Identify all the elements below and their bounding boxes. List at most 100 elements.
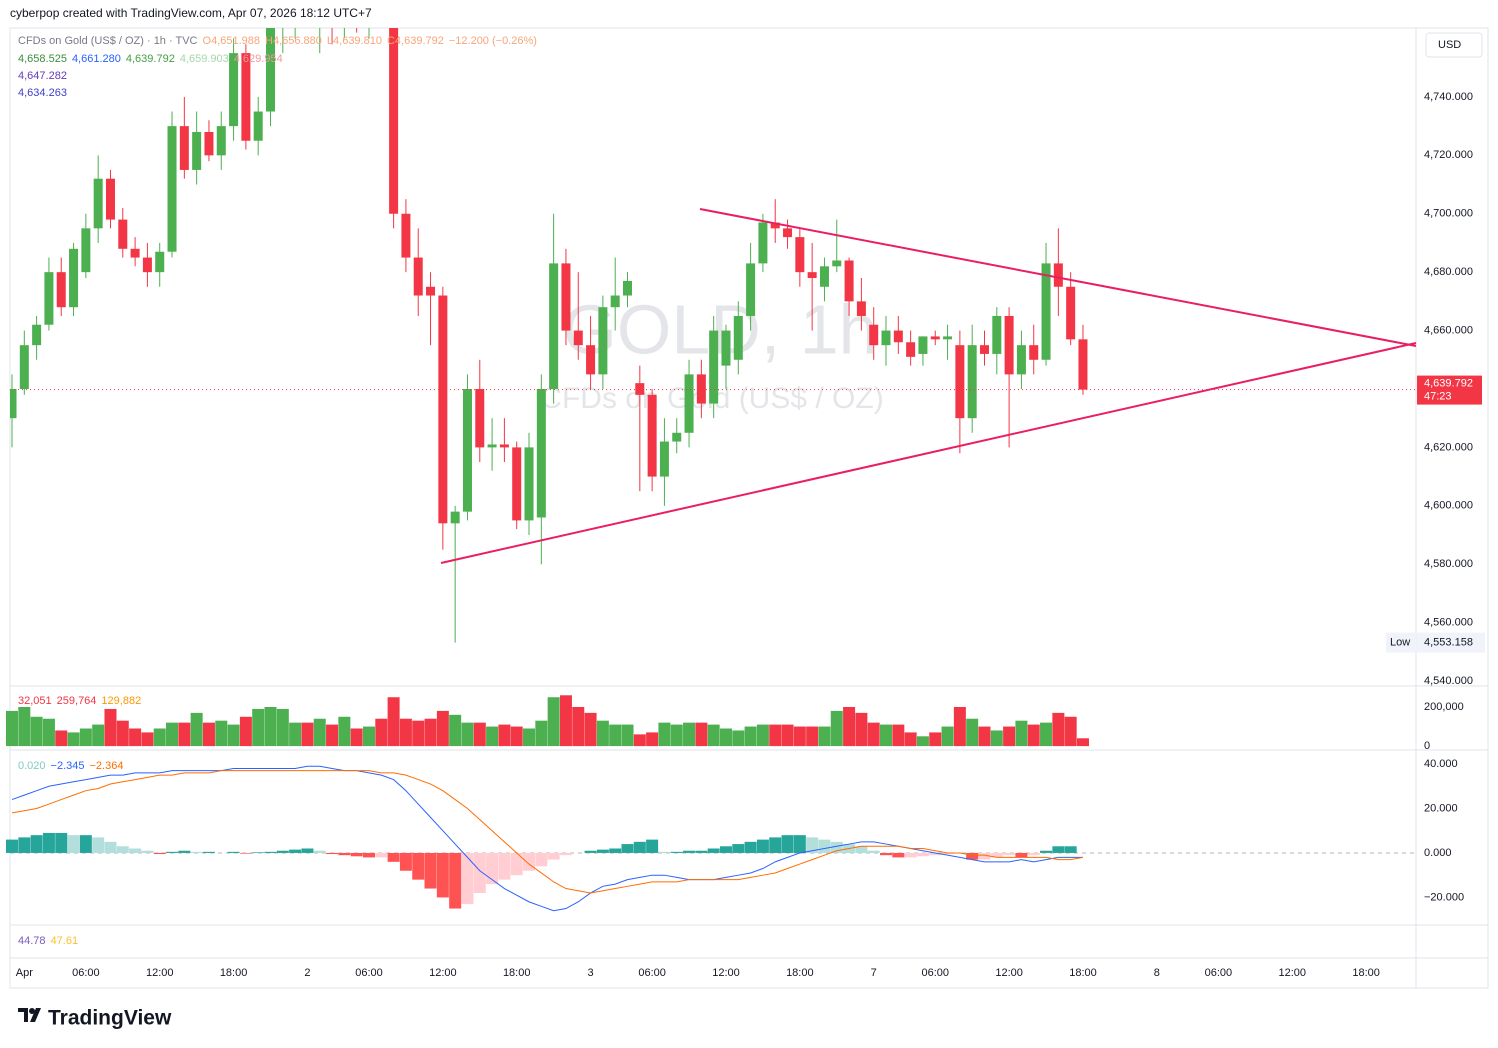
histogram-bar — [670, 851, 683, 853]
volume-bar — [215, 720, 228, 747]
volume-bar — [6, 710, 18, 747]
ohlc: L4,639.810 — [326, 35, 382, 47]
candle-body — [10, 388, 17, 419]
volume-bar — [707, 724, 720, 747]
volume-bar — [424, 718, 437, 747]
histogram-bar — [252, 852, 265, 853]
volume-bar — [30, 716, 43, 747]
histogram-bar — [1003, 852, 1016, 856]
volume-bar — [473, 722, 486, 747]
low-box — [1386, 632, 1416, 653]
ohlc: H4,656.880 — [265, 35, 322, 47]
low-value-box — [1417, 632, 1485, 653]
price-label-box — [1417, 375, 1482, 405]
macd-legend: 0.020 −2.345 −2.364 — [18, 760, 128, 772]
candle-body — [130, 248, 140, 258]
y-tick-label: 20.000 — [1424, 802, 1458, 814]
candle-body — [598, 307, 608, 375]
volume-bar — [1003, 726, 1016, 747]
volume-bar — [461, 722, 474, 747]
volume-bar — [92, 724, 105, 747]
y-tick-label: 4,600.000 — [1424, 500, 1473, 512]
histogram-bar — [449, 852, 462, 909]
volume-bar — [916, 736, 929, 747]
histogram-bar — [559, 852, 572, 856]
x-tick-label: 06:00 — [638, 967, 666, 979]
histogram-bar — [1040, 850, 1053, 853]
volume-bar — [350, 728, 363, 747]
candle-body — [524, 447, 534, 521]
volume-bar — [289, 722, 302, 747]
y-tick-label: 4,740.000 — [1424, 91, 1473, 103]
candle-body — [389, 28, 399, 214]
volume-bar — [806, 726, 819, 747]
candle-body — [1078, 339, 1088, 390]
volume-bar — [227, 724, 240, 747]
volume-bar — [362, 726, 375, 747]
x-tick-label: 12:00 — [146, 967, 174, 979]
candle-body — [573, 330, 583, 346]
legend-value: 4,661.280 — [71, 53, 121, 65]
logo: TradingView — [48, 1007, 172, 1030]
histogram-bar — [941, 852, 954, 855]
candle-body — [487, 444, 497, 448]
volume-bar — [584, 712, 597, 747]
candle-body — [709, 330, 719, 404]
candle-body — [930, 336, 940, 340]
candle-body — [721, 330, 731, 366]
volume-bar — [559, 695, 572, 747]
volume-bar — [202, 722, 215, 747]
legend-value: −2.345 — [50, 760, 85, 772]
histogram-bar — [744, 841, 757, 853]
volume-bar — [572, 707, 585, 747]
candle-body — [155, 251, 165, 273]
price-label: 4,639.792 — [1424, 377, 1473, 389]
volume-bar — [904, 732, 917, 747]
histogram-bar — [535, 852, 548, 867]
x-tick-label: 12:00 — [429, 967, 457, 979]
histogram-bar — [141, 850, 154, 853]
candle-body — [992, 315, 1002, 354]
volume-bar — [276, 708, 289, 747]
volume-bar — [42, 718, 55, 747]
candle-body — [684, 374, 694, 433]
candle-body — [795, 237, 805, 273]
candle-body — [1041, 263, 1051, 360]
currency-box[interactable] — [1425, 32, 1483, 58]
y-tick-label: 4,560.000 — [1424, 617, 1473, 629]
candle-body — [610, 295, 620, 308]
volume-bar — [375, 718, 388, 747]
histogram-bar — [350, 852, 363, 857]
candle-body — [475, 388, 485, 448]
candle-body — [413, 257, 423, 296]
histogram-bar — [412, 852, 425, 880]
y-tick-label: 200,000 — [1424, 701, 1464, 713]
histogram-bar — [289, 849, 302, 853]
candle-body — [758, 222, 768, 264]
volume-bar — [141, 732, 154, 747]
volume-bar — [633, 734, 646, 747]
volume-bar — [892, 724, 905, 747]
y-tick-label: 4,700.000 — [1424, 208, 1473, 220]
histogram-bar — [202, 851, 215, 853]
histogram-bar — [313, 850, 326, 853]
histogram-bar — [42, 832, 55, 853]
histogram-bar — [867, 850, 880, 853]
histogram-bar — [227, 851, 240, 853]
histogram-bar — [436, 852, 449, 898]
candle-body — [142, 257, 152, 273]
candle-body — [19, 345, 29, 389]
legend-value: 44.78 — [18, 935, 46, 947]
candle-body — [167, 126, 177, 252]
histogram-bar — [1015, 852, 1028, 858]
volume-bar — [929, 732, 942, 747]
volume-bar — [990, 730, 1003, 747]
volume-bar — [683, 722, 696, 747]
histogram-bar — [166, 851, 179, 853]
volume-bar — [978, 726, 991, 747]
x-tick-label: 7 — [871, 967, 877, 979]
histogram-bar — [387, 852, 400, 862]
histogram-bar — [596, 849, 609, 853]
currency[interactable]: USD — [1438, 39, 1461, 51]
